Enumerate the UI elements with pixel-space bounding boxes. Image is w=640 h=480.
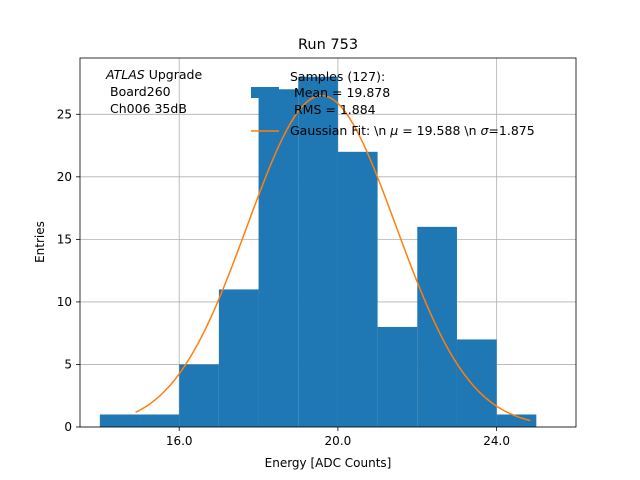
fit-mu-symbol: μ	[389, 123, 398, 138]
histogram-bar	[139, 414, 180, 427]
board-label: Board260	[110, 84, 171, 99]
x-axis-ticks: 16.0 20.0 24.0	[166, 427, 510, 448]
histogram-bar	[456, 339, 497, 427]
histogram-bar	[496, 414, 537, 427]
fit-sigma-symbol: σ	[480, 123, 489, 138]
y-tick-label: 25	[57, 107, 72, 121]
legend-samples-label: Samples (127):	[290, 69, 385, 84]
x-tick-label: 16.0	[166, 434, 193, 448]
legend-rms-label: RMS = 1.884	[294, 102, 376, 117]
histogram-bar	[218, 289, 259, 427]
y-tick-label: 5	[64, 357, 72, 371]
fit-label-part-2: = 19.588 \n	[398, 123, 480, 138]
x-axis-label: Energy [ADC Counts]	[265, 456, 392, 470]
y-axis-ticks: 0 5 10 15 20 25	[57, 107, 80, 434]
histogram-bar	[258, 89, 299, 428]
y-tick-label: 10	[57, 295, 72, 309]
y-tick-label: 0	[64, 420, 72, 434]
y-axis-label: Entries	[33, 221, 47, 263]
svg-text:ATLAS Upgrade: ATLAS Upgrade	[105, 67, 202, 82]
legend: Samples (127): Mean = 19.878 RMS = 1.884…	[251, 69, 535, 138]
upgrade-label: Upgrade	[145, 67, 203, 82]
legend-fit-label: Gaussian Fit: \n μ = 19.588 \n σ=1.875	[290, 123, 535, 138]
y-tick-label: 15	[57, 232, 72, 246]
histogram-bar	[99, 414, 140, 427]
gaussian-fit-curve	[135, 94, 531, 422]
plot-frame	[79, 57, 577, 428]
experiment-annotation: ATLAS Upgrade Board260 Ch006 35dB	[105, 67, 202, 116]
atlas-label: ATLAS	[105, 67, 145, 82]
histogram-bar	[337, 151, 378, 428]
x-tick-label: 20.0	[325, 434, 352, 448]
legend-samples-swatch	[251, 87, 279, 98]
legend-mean-label: Mean = 19.878	[294, 85, 390, 100]
fit-label-part-1: Gaussian Fit: \n	[290, 123, 390, 138]
histogram-bar	[377, 326, 418, 427]
channel-label: Ch006 35dB	[110, 101, 187, 116]
histogram-bar	[179, 364, 219, 427]
histogram-bar	[298, 76, 338, 428]
histogram-bars	[99, 76, 537, 428]
fit-label-part-3: =1.875	[488, 123, 534, 138]
x-tick-label: 24.0	[483, 434, 510, 448]
y-tick-label: 20	[57, 170, 72, 184]
chart-title: Run 753	[298, 37, 358, 53]
